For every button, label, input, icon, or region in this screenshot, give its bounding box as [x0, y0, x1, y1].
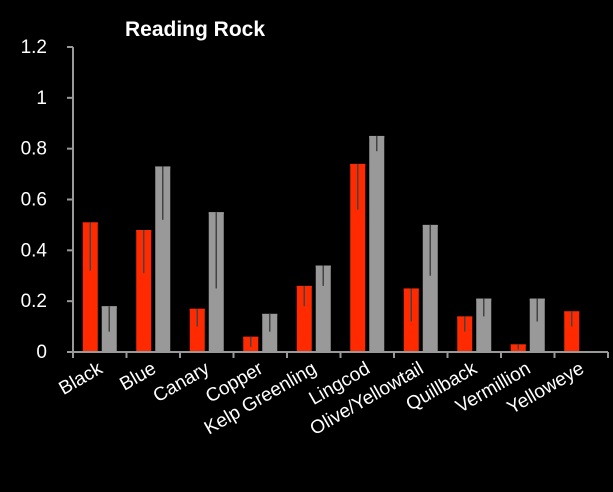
y-tick-label: 0 [36, 342, 47, 363]
bar [82, 222, 98, 352]
category-label: Black [56, 358, 107, 400]
bar [529, 298, 545, 352]
bar [476, 298, 492, 352]
bar [564, 311, 580, 352]
bar [155, 166, 171, 352]
bar [457, 316, 473, 352]
y-tick-label: 0.8 [21, 139, 47, 160]
bars-group [82, 135, 580, 352]
bar [296, 285, 312, 352]
bar [262, 313, 278, 352]
category-label: Canary [150, 358, 214, 407]
bar [350, 163, 366, 352]
y-tick-label: 0.2 [21, 291, 47, 312]
axes-group [67, 46, 609, 358]
bar [136, 230, 152, 352]
y-tick-labels: 0 0.2 0.4 0.6 0.8 1 1.2 [21, 37, 48, 363]
chart-title: Reading Rock [125, 18, 265, 41]
bar [315, 265, 331, 352]
y-tick-label: 0.6 [21, 190, 47, 211]
bar [422, 224, 438, 352]
bar [369, 135, 385, 352]
y-tick-label: 0.4 [21, 240, 48, 261]
bar [189, 308, 205, 352]
y-tick-label: 1 [36, 88, 47, 109]
y-tick-label: 1.2 [21, 37, 47, 58]
